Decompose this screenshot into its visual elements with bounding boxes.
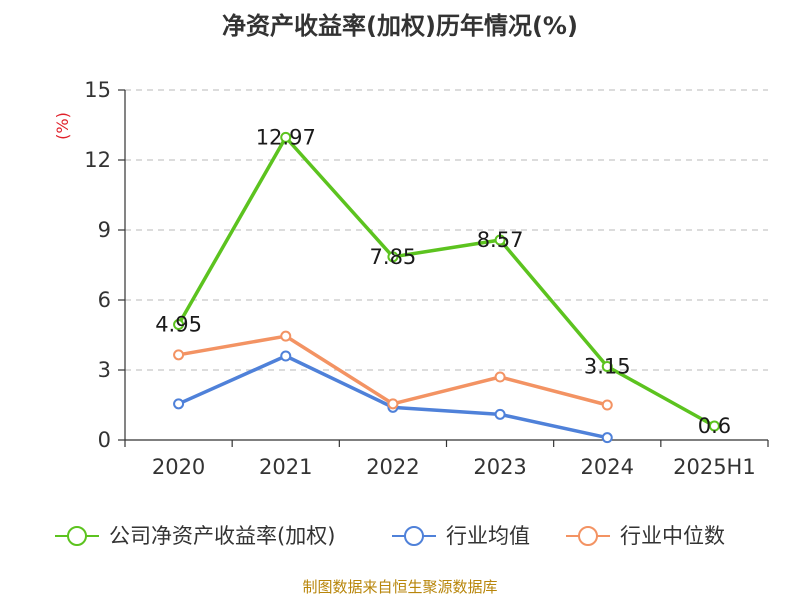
data-label: 0.6 xyxy=(698,414,731,438)
data-label: 3.15 xyxy=(584,355,631,379)
y-tick-label: 3 xyxy=(98,358,111,382)
data-point xyxy=(708,420,720,432)
x-tick-label: 2021 xyxy=(259,455,312,479)
data-point xyxy=(601,361,613,372)
data-label: 12.97 xyxy=(256,125,316,149)
data-point xyxy=(494,371,506,383)
y-tick-label: 15 xyxy=(84,78,111,102)
y-tick-label: 9 xyxy=(98,218,111,242)
legend-label: 公司净资产收益率(加权) xyxy=(109,524,335,548)
series-group xyxy=(173,131,720,444)
data-point xyxy=(494,234,506,246)
chart-title: 净资产收益率(加权)历年情况(%) xyxy=(222,12,578,40)
data-point xyxy=(494,408,506,420)
y-tick-label: 6 xyxy=(98,288,111,312)
data-label: 7.85 xyxy=(370,245,417,269)
data-point xyxy=(601,399,613,411)
y-tick-label: 12 xyxy=(84,148,111,172)
legend-label: 行业均值 xyxy=(446,524,530,548)
data-label: 4.95 xyxy=(155,313,202,337)
legend-marker xyxy=(578,526,598,546)
legend-label: 行业中位数 xyxy=(620,524,725,548)
data-point xyxy=(387,398,399,410)
data-point xyxy=(173,349,185,361)
data-point xyxy=(280,131,292,143)
series-line xyxy=(177,354,608,440)
data-point xyxy=(173,398,185,410)
data-point xyxy=(387,251,399,263)
x-tick-label: 2020 xyxy=(152,455,205,479)
data-labels: 4.95 12.97 7.85 8.57 3.15 0.6 xyxy=(155,125,731,438)
y-tick-labels: 0 3 6 9 12 15 xyxy=(84,78,111,452)
x-tick-label: 2023 xyxy=(473,455,526,479)
data-point xyxy=(280,330,292,342)
axes xyxy=(118,89,769,447)
legend-marker xyxy=(404,526,424,546)
grid-lines xyxy=(125,89,768,371)
x-tick-label: 2024 xyxy=(581,455,634,479)
x-tick-label: 2025H1 xyxy=(673,455,756,479)
source-note: 制图数据来自恒生聚源数据库 xyxy=(302,578,497,596)
data-point xyxy=(601,432,613,444)
legend: 公司净资产收益率(加权) 行业均值 行业中位数 xyxy=(55,524,725,548)
data-point xyxy=(280,350,292,362)
y-unit-label: (%) xyxy=(53,112,72,140)
data-point xyxy=(173,319,185,330)
data-label: 8.57 xyxy=(477,228,524,252)
x-tick-labels: 2020 2021 2022 2023 2024 2025H1 xyxy=(152,455,756,479)
series-line xyxy=(177,135,716,428)
x-tick-label: 2022 xyxy=(366,455,419,479)
legend-marker xyxy=(67,526,87,546)
y-tick-label: 0 xyxy=(98,428,111,452)
